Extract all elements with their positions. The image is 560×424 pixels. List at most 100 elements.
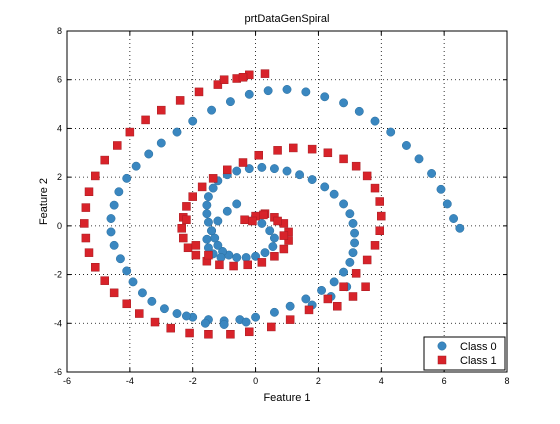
data-point-class-0 [202, 234, 212, 244]
data-point-class-1 [304, 305, 314, 315]
data-point-class-1 [191, 250, 201, 260]
data-point-class-1 [257, 258, 267, 267]
data-point-class-0 [225, 97, 235, 107]
data-point-class-0 [348, 248, 358, 258]
data-point-class-0 [436, 184, 446, 194]
data-point-class-0 [268, 242, 278, 252]
data-point-class-0 [414, 154, 424, 164]
data-point-class-1 [229, 261, 238, 271]
data-point-class-1 [182, 202, 191, 211]
data-point-class-1 [219, 75, 229, 84]
x-tick-label: 0 [253, 376, 258, 386]
data-point-class-0 [181, 311, 191, 321]
data-point-class-0 [282, 85, 292, 94]
data-point-class-1 [91, 171, 100, 181]
legend-marker-class-1 [437, 355, 447, 365]
data-point-class-1 [238, 158, 248, 167]
data-point-class-0 [203, 217, 213, 227]
data-point-class-0 [172, 309, 182, 318]
data-point-class-1 [166, 323, 175, 333]
data-point-class-0 [339, 267, 349, 277]
data-point-class-0 [265, 226, 275, 236]
data-point-class-0 [114, 187, 124, 197]
data-point-class-1 [122, 299, 131, 309]
data-point-class-1 [375, 226, 384, 235]
data-point-class-0 [208, 183, 218, 193]
y-axis-label: Feature 2 [38, 178, 50, 225]
data-point-class-1 [91, 263, 100, 272]
data-point-class-0 [207, 226, 217, 236]
data-point-class-0 [329, 277, 339, 287]
data-point-class-0 [263, 86, 273, 96]
legend-box [423, 336, 506, 371]
data-point-class-0 [386, 127, 396, 137]
data-point-class-1 [289, 143, 298, 153]
data-point-class-1 [245, 327, 254, 337]
data-point-class-1 [377, 211, 386, 221]
data-point-class-0 [241, 253, 251, 262]
data-point-class-0 [257, 218, 267, 228]
data-point-class-1 [84, 187, 94, 197]
y-tick-label: -4 [54, 318, 62, 328]
y-tick-label: 8 [57, 26, 62, 36]
data-point-class-1 [197, 182, 207, 192]
data-point-class-1 [323, 148, 333, 158]
legend: Class 0 Class 1 [423, 336, 506, 371]
data-point-class-0 [200, 318, 210, 328]
x-tick-label: 4 [379, 376, 384, 386]
data-point-class-1 [375, 197, 384, 206]
data-point-class-0 [329, 189, 339, 199]
data-point-class-0 [339, 98, 349, 108]
data-point-class-0 [285, 301, 295, 311]
data-point-class-0 [449, 214, 459, 224]
data-point-class-0 [307, 175, 317, 185]
x-tick-label: 8 [504, 376, 509, 386]
data-point-class-0 [455, 223, 465, 233]
data-point-class-1 [150, 317, 160, 327]
data-point-class-0 [219, 320, 229, 329]
data-point-class-0 [269, 233, 279, 243]
data-point-class-1 [307, 144, 317, 154]
data-point-class-0 [401, 141, 411, 150]
data-point-class-0 [207, 105, 217, 115]
data-point-class-0 [345, 257, 355, 267]
data-point-class-1 [81, 203, 91, 212]
data-point-class-1 [351, 269, 361, 278]
data-point-class-1 [177, 224, 186, 233]
data-point-class-0 [241, 317, 251, 327]
legend-label-class-1: Class 1 [460, 355, 497, 367]
x-tick-label: 2 [316, 376, 321, 386]
data-point-class-1 [183, 243, 193, 253]
data-point-class-0 [232, 253, 242, 262]
data-point-class-1 [259, 210, 268, 220]
data-point-class-1 [223, 165, 232, 175]
data-point-class-1 [333, 301, 342, 311]
data-point-class-1 [191, 241, 201, 250]
data-point-class-1 [348, 292, 358, 301]
data-point-class-1 [204, 250, 213, 260]
legend-label-class-0: Class 0 [460, 341, 497, 353]
y-tick-label: 6 [57, 75, 62, 85]
data-point-class-0 [257, 162, 267, 172]
data-point-class-1 [285, 315, 295, 324]
y-tick-label: -2 [54, 270, 62, 280]
data-point-class-0 [282, 166, 292, 176]
data-point-class-0 [269, 164, 279, 174]
x-tick-label: -2 [189, 376, 197, 386]
data-point-class-1 [157, 105, 166, 115]
data-point-class-0 [109, 200, 119, 210]
data-point-class-1 [254, 150, 263, 160]
data-point-class-1 [370, 183, 380, 193]
data-point-class-1 [238, 73, 248, 82]
data-point-class-0 [339, 199, 349, 209]
data-point-class-0 [216, 253, 226, 262]
data-point-class-1 [208, 174, 218, 183]
data-point-class-0 [122, 266, 132, 276]
data-point-class-1 [215, 260, 224, 270]
data-point-class-0 [137, 288, 147, 298]
data-point-class-0 [260, 248, 270, 258]
data-point-class-1 [267, 322, 276, 332]
data-point-class-0 [244, 89, 254, 99]
data-point-class-0 [203, 192, 213, 202]
data-point-class-1 [185, 328, 194, 338]
